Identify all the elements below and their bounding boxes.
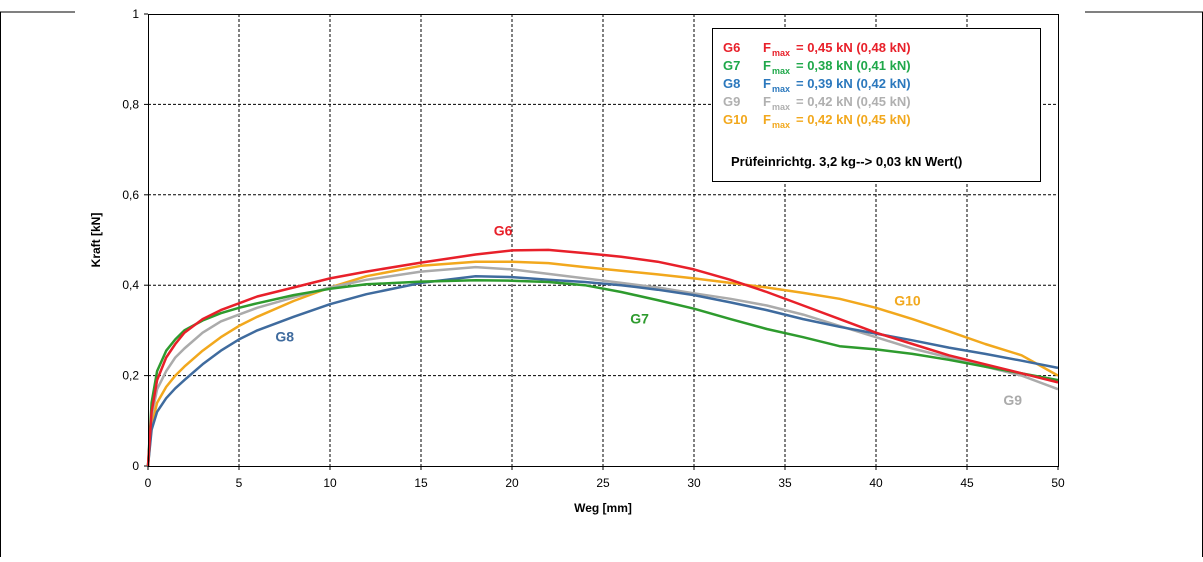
legend-entry-name: G7 xyxy=(723,58,740,73)
curve-label-g8: G8 xyxy=(275,329,294,345)
series-line-g6 xyxy=(146,248,1059,467)
x-axis-title: Weg [mm] xyxy=(574,501,632,515)
legend-box xyxy=(712,28,1041,182)
y-axis-title: Kraft [kN] xyxy=(89,213,103,268)
x-tick-label: 40 xyxy=(869,476,883,490)
legend-entry-fmax: F xyxy=(763,58,771,73)
x-tick-label: 35 xyxy=(778,476,792,490)
legend-entry-fmax: F xyxy=(763,76,771,91)
legend-entry-fmax-sub: max xyxy=(772,120,790,130)
legend-entry-name: G10 xyxy=(723,112,748,127)
x-tick-label: 45 xyxy=(960,476,974,490)
curve-label-g7: G7 xyxy=(630,311,649,327)
y-tick-label: 0 xyxy=(132,459,139,473)
legend-entry-value: = 0,45 kN (0,48 kN) xyxy=(796,40,911,55)
series-line-g7 xyxy=(146,278,1059,467)
y-tick-label: 0,8 xyxy=(122,97,139,111)
legend-entry-name: G9 xyxy=(723,94,740,109)
legend-entry-name: G8 xyxy=(723,76,740,91)
legend-entry-fmax-sub: max xyxy=(772,66,790,76)
x-tick-label: 10 xyxy=(323,476,337,490)
legend-entry-fmax-sub: max xyxy=(772,102,790,112)
legend-note: Prüfeinrichtg. 3,2 kg--> 0,03 kN Wert() xyxy=(731,154,962,169)
plot-border xyxy=(148,14,1059,467)
curve-label-g6: G6 xyxy=(494,222,513,238)
legend-entry-value: = 0,39 kN (0,42 kN) xyxy=(796,76,911,91)
y-tick-label: 0,6 xyxy=(122,188,139,202)
y-tick-label: 0,2 xyxy=(122,369,139,383)
x-tick-label: 50 xyxy=(1051,476,1065,490)
ticks: 0 5 10 15 20 25 30 35 40 45 50 0 0,2 0,4 0,6 0,8 1 xyxy=(122,7,1065,490)
series-layer xyxy=(146,248,1059,467)
x-tick-label: 5 xyxy=(236,476,243,490)
legend-entry-value: = 0,42 kN (0,45 kN) xyxy=(796,94,911,109)
series-line-g9 xyxy=(146,265,1059,467)
legend-entry-value: = 0,42 kN (0,45 kN) xyxy=(796,112,911,127)
legend-entry-fmax: F xyxy=(763,94,771,109)
x-tick-label: 0 xyxy=(145,476,152,490)
legend-entry-value: = 0,38 kN (0,41 kN) xyxy=(796,58,911,73)
legend-entry-fmax: F xyxy=(763,40,771,55)
y-tick-label: 1 xyxy=(132,7,139,21)
series-line-g10 xyxy=(146,260,1059,467)
y-tick-label: 0,4 xyxy=(122,278,139,292)
x-tick-label: 15 xyxy=(414,476,428,490)
curve-label-g10: G10 xyxy=(894,293,921,309)
legend-entry-fmax: F xyxy=(763,112,771,127)
legend-entry-fmax-sub: max xyxy=(772,84,790,94)
x-tick-label: 30 xyxy=(687,476,701,490)
x-tick-label: 20 xyxy=(505,476,519,490)
legend-entry-fmax-sub: max xyxy=(772,48,790,58)
legend-entry-name: G6 xyxy=(723,40,740,55)
curve-label-g9: G9 xyxy=(1003,392,1022,408)
curve-labels: G6 G7 G8 G9 G10 xyxy=(275,222,1022,408)
x-tick-label: 25 xyxy=(596,476,610,490)
